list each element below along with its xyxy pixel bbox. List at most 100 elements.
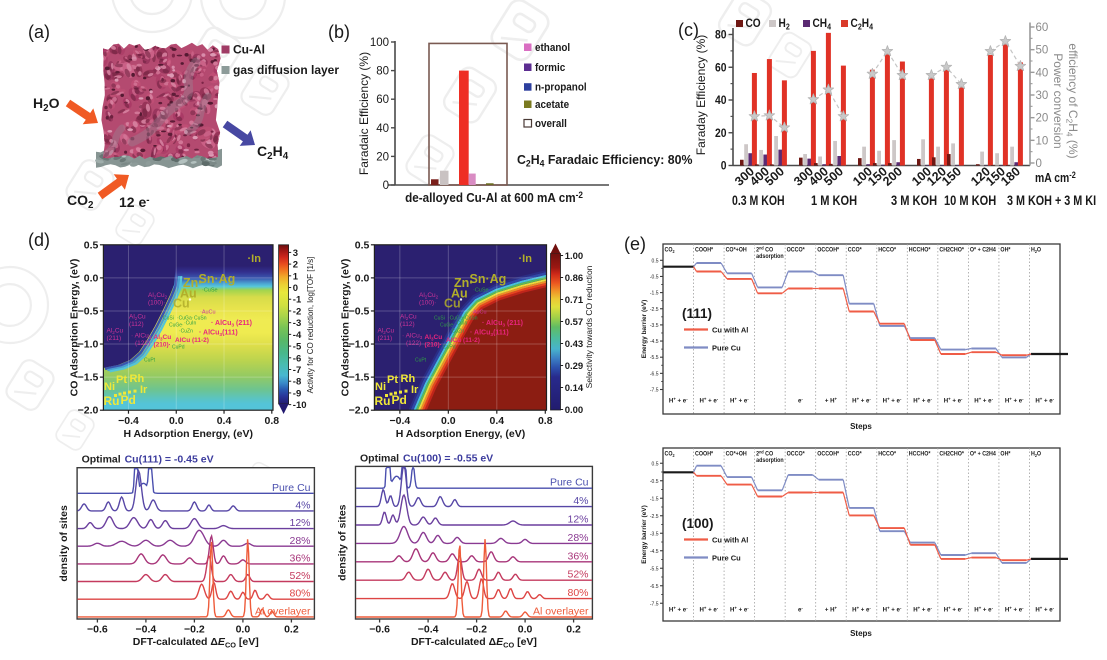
svg-text:0.4: 0.4 [490,415,505,427]
svg-text:80%: 80% [289,588,310,600]
svg-text:3 M KOH: 3 M KOH [891,193,937,208]
svg-text:CuPd: CuPd [443,345,456,351]
svg-text:HCCO*: HCCO* [878,451,896,457]
svg-text:(210)·: (210)· [425,342,442,349]
svg-text:−2.0: −2.0 [78,405,99,417]
svg-text:AlCu (11-2): AlCu (11-2) [175,337,209,344]
svg-text:1 M KOH: 1 M KOH [811,193,857,208]
svg-text:CO2​: CO2​ [67,192,94,211]
svg-text:Energy barrier (eV): Energy barrier (eV) [641,300,648,359]
svg-text:Steps: Steps [850,422,872,431]
svg-text:adsorption: adsorption [756,254,784,260]
svg-text:CO*+OH: CO*+OH [726,247,747,253]
svg-text:-2.5: -2.5 [650,307,659,313]
svg-text:Al3​Cu: Al3​Cu [154,334,172,341]
svg-text:CuGe·: CuGe· [440,323,455,329]
svg-text:H+​ + e-​: H+​ + e-​ [1005,605,1024,613]
svg-text:acetate: acetate [535,100,569,112]
svg-text:Cu with Al: Cu with Al [712,536,748,545]
svg-text:Ni: Ni [375,381,386,393]
svg-text:10: 10 [1036,135,1049,147]
svg-text:100: 100 [370,37,389,49]
svg-text:H+​ + e-​: H+​ + e-​ [974,396,993,404]
svg-text:1.00: 1.00 [565,251,584,262]
svg-text:Rh: Rh [401,373,416,385]
svg-text:+ H+​: + H+​ [825,396,838,404]
svg-text:−0.4: −0.4 [389,415,410,427]
svg-text:−0.2: −0.2 [466,624,487,636]
svg-text:-6: -6 [293,353,301,364]
svg-text:·CuSe: ·CuSe [473,288,489,294]
svg-text:Pd: Pd [392,393,407,407]
svg-text:CuGe·: CuGe· [169,323,184,329]
svg-text:· AlCu3​: · AlCu3​ [131,333,152,340]
svg-text:36%: 36% [289,552,310,564]
svg-text:-3: -3 [293,318,301,329]
svg-text:· AlCu3​(111): · AlCu3​(111) [470,330,509,338]
svg-text:12%: 12% [289,517,310,529]
svg-text:(112): (112) [400,321,415,328]
svg-text:Activity for CO reduction, log: Activity for CO reduction, log[TOF [1/s] [306,257,315,394]
svg-text:Au: Au [451,287,468,301]
svg-text:80%: 80% [567,587,588,599]
svg-text:-3.5: -3.5 [650,531,659,537]
svg-text:−1.0: −1.0 [78,339,99,351]
svg-text:H+​ + e-​: H+​ + e-​ [883,396,902,404]
svg-text:H+​ + e-​: H+​ + e-​ [913,396,932,404]
svg-text:Cu(111) = -0.45 eV: Cu(111) = -0.45 eV [125,454,214,466]
svg-text:HCCO*: HCCO* [878,247,896,253]
svg-text:0.86: 0.86 [565,273,584,284]
svg-text:-7: -7 [293,365,301,376]
svg-text:·CuIn: ·CuIn [455,321,467,327]
svg-text:−1.0: −1.0 [349,339,370,351]
svg-text:H+​ + e-​: H+​ + e-​ [974,605,993,613]
svg-text:Pd: Pd [121,393,136,407]
svg-text:(100): (100) [682,516,714,531]
svg-text:-2.5: -2.5 [650,514,659,520]
svg-text:Cu: Cu [444,297,461,311]
svg-text:H+​ + e-​: H+​ + e-​ [669,396,688,404]
svg-text:0: 0 [1036,158,1042,170]
svg-text:−0.5: −0.5 [78,305,99,317]
svg-text:n-propanol: n-propanol [535,82,587,94]
svg-text:Ru: Ru [104,394,120,408]
svg-text:OCCOH*: OCCOH* [817,247,840,253]
svg-text:DFT-calculated ΔECO [eV]: DFT-calculated ΔECO [eV] [133,636,259,650]
svg-text:(211): (211) [107,335,122,342]
svg-text:CuSn: CuSn [465,316,478,322]
svg-text:-1.5: -1.5 [650,291,659,297]
svg-text:HCCHO*: HCCHO* [909,247,931,253]
svg-text:+ H+​: + H+​ [825,605,838,613]
svg-text:0: 0 [293,283,298,294]
svg-text:·In: ·In [248,253,262,265]
svg-text:Pt: Pt [116,374,127,386]
svg-text:Au: Au [180,287,197,301]
svg-text:H+​ + e-​: H+​ + e-​ [1005,396,1024,404]
svg-text:Al2​Cu: Al2​Cu [378,328,395,335]
svg-text:Al2​Cu: Al2​Cu [129,314,146,321]
svg-text:(210)·: (210)· [154,342,171,349]
svg-text:-1.5: -1.5 [650,496,659,502]
svg-text:-5: -5 [293,342,302,353]
svg-text:−2.0: −2.0 [349,405,370,417]
svg-text:Al3​Cu: Al3​Cu [425,334,443,341]
svg-text:Al overlayer: Al overlayer [255,605,311,617]
svg-text:0.5: 0.5 [652,258,659,264]
svg-text:CuSi: CuSi [163,316,174,322]
svg-text:0.43: 0.43 [565,339,584,350]
svg-text:Cu with Al: Cu with Al [712,326,748,335]
svg-text:80: 80 [376,66,389,78]
svg-text:Al2​Cu: Al2​Cu [107,328,124,335]
svg-text:3 M KOH + 3 M KI: 3 M KOH + 3 M KI [1007,193,1096,208]
svg-text:CuSi: CuSi [434,316,445,322]
svg-text:0.0: 0.0 [355,272,370,284]
svg-text:Rh: Rh [130,373,145,385]
svg-text:52%: 52% [289,570,310,582]
svg-text:0.0: 0.0 [236,624,251,636]
svg-text:Sn·Ag: Sn·Ag [470,272,507,286]
svg-text:(122): (122) [406,340,421,347]
svg-text:50: 50 [1036,45,1049,57]
svg-text:20: 20 [715,127,727,140]
svg-text:3: 3 [293,248,298,259]
svg-text:0.5: 0.5 [652,461,659,467]
